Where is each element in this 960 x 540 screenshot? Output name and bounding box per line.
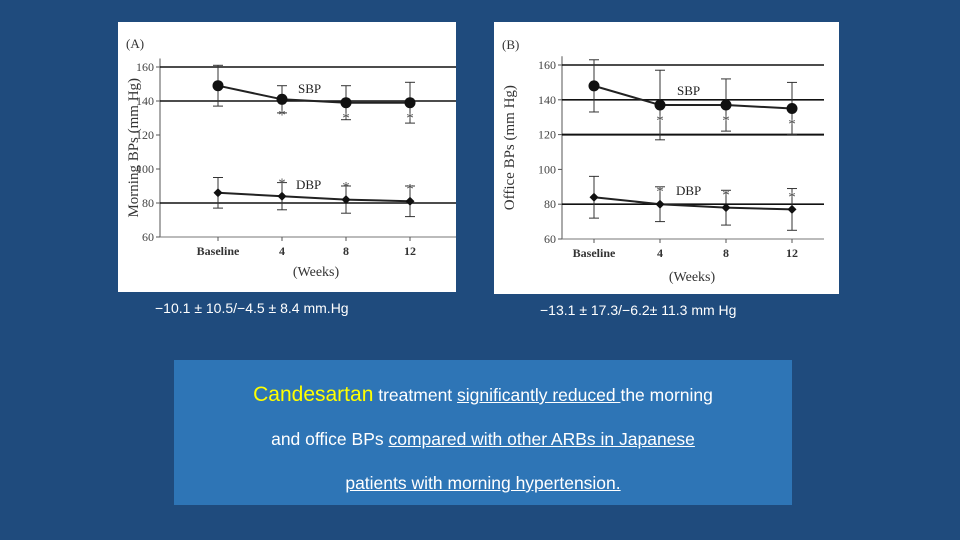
- significance-marker: *: [342, 180, 350, 196]
- summary-underline-2: compared with other ARBs in Japanese: [388, 429, 695, 449]
- significance-marker: *: [788, 189, 796, 205]
- significance-marker: *: [656, 113, 664, 129]
- data-point-sbp: [588, 80, 600, 92]
- data-point-dbp: [213, 188, 223, 198]
- y-tick-label: 100: [538, 162, 556, 176]
- significance-marker: *: [722, 113, 730, 129]
- x-tick-label: 4: [279, 244, 285, 258]
- y-tick-label: 160: [136, 60, 154, 74]
- x-tick-label: Baseline: [197, 244, 240, 258]
- significance-marker: *: [406, 181, 414, 197]
- x-tick-label: 12: [404, 244, 416, 258]
- significance-marker: *: [656, 184, 664, 200]
- summary-box: Candesartan treatment significantly redu…: [174, 360, 792, 505]
- x-axis-label: (Weeks): [669, 270, 716, 285]
- series-label-dbp: DBP: [676, 183, 701, 198]
- office-bp-change-caption: −13.1 ± 17.3/−6.2± 11.3 mm Hg: [540, 302, 737, 318]
- series-label-sbp: SBP: [298, 81, 321, 96]
- series-line-dbp: [593, 196, 793, 211]
- morning-bp-chart: (A) 60 80 100 120 140 160 Baseline 4 8 12 (Weeks) Mo…: [126, 36, 456, 280]
- chart-panel-a: (A) 60 80 100 120 140 160 Baseline 4 8 12 (Weeks) Mo…: [118, 22, 456, 292]
- y-tick-label: 120: [538, 128, 556, 142]
- x-tick-label: 8: [343, 244, 349, 258]
- significance-marker: *: [342, 111, 350, 127]
- summary-line-2: and office BPs compared with other ARBs …: [174, 422, 792, 466]
- y-axis-label: Morning BPs (mm Hg): [126, 78, 142, 218]
- data-point-dbp: [655, 199, 665, 209]
- y-tick-label: 100: [136, 162, 154, 176]
- significance-marker: *: [788, 117, 796, 133]
- summary-text: the morning: [620, 385, 713, 405]
- summary-text: and office BPs: [271, 429, 389, 449]
- summary-underline-3: patients with morning hypertension.: [345, 473, 621, 493]
- data-point-sbp: [276, 93, 288, 105]
- office-bp-chart: (B) 60 80 100 120 140 160 Baseline 4 8 12 (Weeks) Of…: [502, 37, 824, 285]
- y-tick-label: 80: [544, 197, 556, 211]
- morning-bp-change-caption: −10.1 ± 10.5/−4.5 ± 8.4 mm.Hg: [155, 300, 349, 316]
- y-tick-label: 80: [142, 196, 154, 210]
- y-tick-label: 60: [142, 230, 154, 244]
- summary-line-1: Candesartan treatment significantly redu…: [174, 378, 792, 422]
- data-point-dbp: [787, 204, 797, 214]
- x-axis-label: (Weeks): [293, 265, 340, 280]
- y-tick-label: 140: [538, 93, 556, 107]
- x-tick-label: 12: [786, 246, 798, 260]
- series-label-dbp: DBP: [296, 177, 321, 192]
- drug-name: Candesartan: [253, 383, 374, 406]
- data-point-dbp: [277, 191, 287, 201]
- series-label-sbp: SBP: [677, 83, 700, 98]
- data-point-sbp: [340, 97, 352, 109]
- panel-label: (A): [126, 36, 144, 51]
- x-tick-label: 4: [657, 246, 663, 260]
- data-point-dbp: [589, 192, 599, 202]
- panel-label: (B): [502, 37, 519, 52]
- data-point-sbp: [404, 97, 416, 109]
- data-point-sbp: [654, 99, 666, 111]
- data-point-sbp: [212, 80, 224, 92]
- significance-marker: *: [406, 111, 414, 127]
- y-axis-label: Office BPs (mm Hg): [502, 85, 518, 210]
- series-line-sbp: [593, 84, 793, 110]
- data-point-sbp: [786, 103, 798, 114]
- summary-line-3: patients with morning hypertension.: [174, 466, 792, 510]
- y-tick-label: 160: [538, 58, 556, 72]
- series-line-dbp: [217, 191, 411, 203]
- data-point-dbp: [721, 203, 731, 213]
- significance-marker: *: [278, 176, 286, 192]
- x-tick-label: Baseline: [573, 246, 616, 260]
- summary-text: treatment: [373, 385, 458, 405]
- data-point-sbp: [720, 99, 732, 111]
- y-tick-label: 140: [136, 94, 154, 108]
- data-point-dbp: [405, 196, 415, 206]
- data-point-dbp: [341, 195, 351, 205]
- summary-underline-1: significantly reduced: [457, 385, 621, 405]
- x-tick-label: 8: [723, 246, 729, 260]
- chart-panel-b: (B) 60 80 100 120 140 160 Baseline 4 8 12 (Weeks) Of…: [494, 22, 839, 294]
- significance-marker: *: [278, 107, 286, 123]
- significance-marker: *: [722, 188, 730, 204]
- y-tick-label: 60: [544, 232, 556, 246]
- y-tick-label: 120: [136, 128, 154, 142]
- series-line-sbp: [217, 84, 410, 104]
